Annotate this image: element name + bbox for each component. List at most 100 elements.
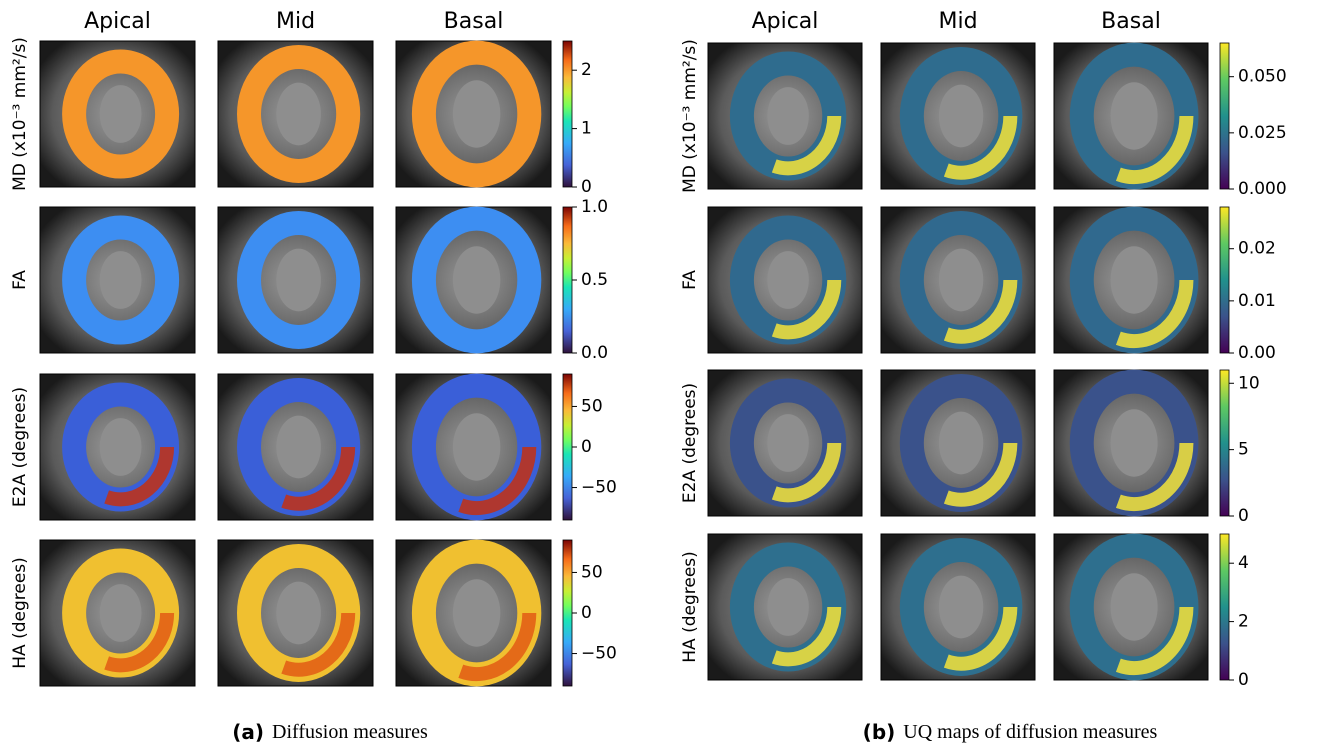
blood-pool <box>276 582 321 645</box>
image-panel <box>881 534 1035 680</box>
colorbar-tick-label: 0.02 <box>1238 239 1276 259</box>
image-panel <box>708 207 862 353</box>
blood-pool <box>453 579 500 646</box>
blood-pool <box>767 414 809 472</box>
column-title: Apical <box>84 9 151 34</box>
row-label: E2A (degrees) <box>680 383 700 503</box>
colorbar-tick-label: −50 <box>581 644 617 664</box>
blood-pool <box>1111 246 1158 313</box>
colorbar-tick-label: 0 <box>581 437 592 457</box>
colorbar-tick-label: 0.000 <box>1238 179 1287 199</box>
colorbar-tick-label: 4 <box>1238 553 1249 573</box>
colorbar <box>563 374 572 520</box>
image-panel <box>396 540 551 686</box>
colorbar-tick-label: 50 <box>581 562 603 582</box>
colorbar-tick-label: 0 <box>581 177 592 197</box>
row-label: HA (degrees) <box>680 551 700 663</box>
image-panel <box>218 207 373 353</box>
blood-pool <box>939 249 983 312</box>
blood-pool <box>453 246 500 313</box>
blood-pool <box>276 83 321 146</box>
colorbar-tick-label: −50 <box>581 478 617 498</box>
image-panel <box>218 41 373 187</box>
image-panel <box>396 374 551 520</box>
caption-text: Diffusion measures <box>272 721 428 743</box>
row-label: FA <box>680 270 700 290</box>
column-title: Apical <box>752 9 819 34</box>
column-title: Basal <box>1101 9 1161 34</box>
colorbar-tick-label: 0.0 <box>581 343 608 363</box>
colorbar-tick-label: 50 <box>581 396 603 416</box>
colorbar <box>563 540 572 686</box>
image-panel <box>881 207 1035 353</box>
image-panel <box>1054 207 1208 353</box>
caption: (b) UQ maps of diffusion measures <box>863 720 1158 744</box>
image-panel <box>40 41 195 187</box>
caption-label: (b) <box>863 720 896 744</box>
figure: Apical Mid Basal MD (x10⁻³ mm²/s) 0 1 2 FA 0.0 0.… <box>0 0 1317 750</box>
blood-pool <box>1111 409 1158 476</box>
colorbar <box>563 41 572 187</box>
row-label: E2A (degrees) <box>10 387 30 507</box>
image-panel <box>396 41 551 187</box>
blood-pool <box>767 578 809 636</box>
blood-pool <box>767 87 809 145</box>
column-title: Basal <box>444 9 504 34</box>
colorbar-tick-label: 0 <box>1238 670 1249 690</box>
colorbar <box>1220 43 1229 189</box>
image-panel <box>708 534 862 680</box>
colorbar-tick-label: 1 <box>581 119 592 139</box>
image-panel <box>708 43 862 189</box>
caption-text: UQ maps of diffusion measures <box>903 721 1157 743</box>
image-panel <box>40 540 195 686</box>
colorbar-tick-label: 2 <box>581 60 592 80</box>
row-label: HA (degrees) <box>10 557 30 669</box>
row-label: MD (x10⁻³ mm²/s) <box>680 39 700 193</box>
colorbar-tick-label: 0.00 <box>1238 343 1276 363</box>
colorbar-tick-label: 0.5 <box>581 270 608 290</box>
image-panel <box>1054 534 1208 680</box>
blood-pool <box>453 413 500 480</box>
blood-pool <box>939 576 983 639</box>
blood-pool <box>100 85 142 143</box>
image-panel <box>1054 370 1208 516</box>
blood-pool <box>939 412 983 475</box>
colorbar-tick-label: 0.025 <box>1238 123 1287 143</box>
row-label: MD (x10⁻³ mm²/s) <box>10 37 30 191</box>
blood-pool <box>100 584 142 642</box>
image-panel <box>881 43 1035 189</box>
image-panel <box>218 540 373 686</box>
colorbar-tick-label: 0 <box>1238 506 1249 526</box>
colorbar-tick-label: 1.0 <box>581 197 608 217</box>
colorbar-tick-label: 2 <box>1238 612 1249 632</box>
image-panel <box>40 207 195 353</box>
blood-pool <box>276 416 321 479</box>
colorbar-tick-label: 10 <box>1238 373 1260 393</box>
image-panel <box>708 370 862 516</box>
colorbar-tick-label: 5 <box>1238 440 1249 460</box>
colorbar <box>1220 207 1229 353</box>
colorbar-tick-label: 0 <box>581 603 592 623</box>
blood-pool <box>276 249 321 312</box>
blood-pool <box>1111 82 1158 149</box>
image-panel <box>396 207 551 353</box>
colorbar <box>563 207 572 353</box>
image-panel <box>218 374 373 520</box>
column-title: Mid <box>938 9 977 34</box>
blood-pool <box>1111 573 1158 640</box>
caption: (a) Diffusion measures <box>232 720 428 744</box>
image-panel <box>881 370 1035 516</box>
image-panel <box>40 374 195 520</box>
blood-pool <box>939 85 983 148</box>
blood-pool <box>100 418 142 476</box>
colorbar-tick-label: 0.050 <box>1238 67 1287 87</box>
colorbar <box>1220 370 1229 516</box>
colorbar-tick-label: 0.01 <box>1238 291 1276 311</box>
column-title: Mid <box>276 9 315 34</box>
caption-label: (a) <box>232 720 264 744</box>
blood-pool <box>100 251 142 309</box>
blood-pool <box>767 251 809 309</box>
image-panel <box>1054 43 1208 189</box>
row-label: FA <box>10 270 30 290</box>
colorbar <box>1220 534 1229 680</box>
